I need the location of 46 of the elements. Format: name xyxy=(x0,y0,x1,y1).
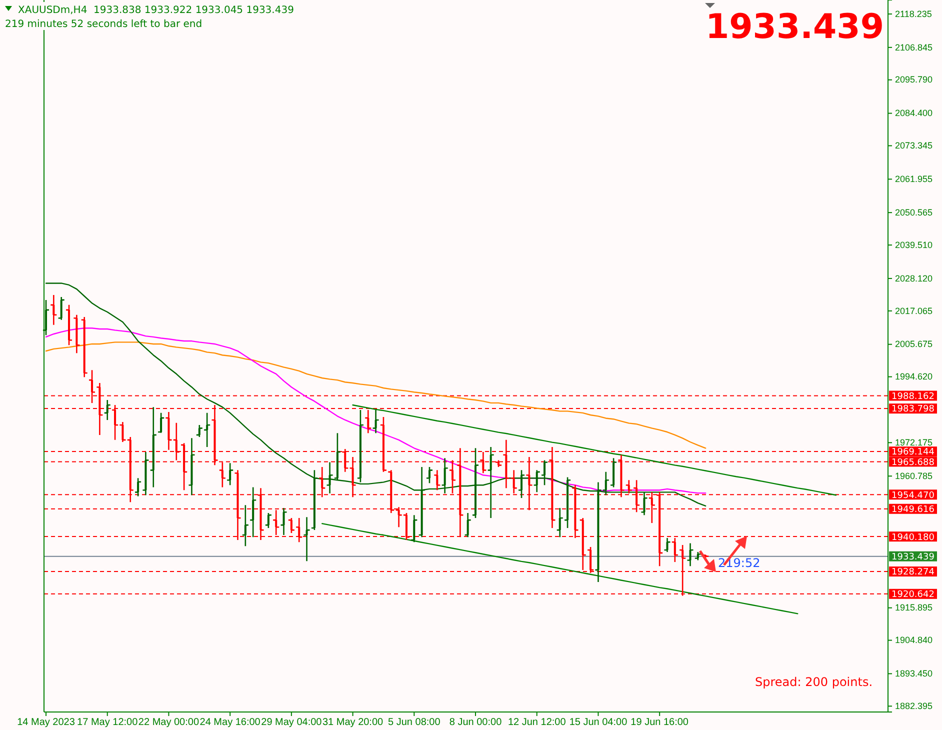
line-series xyxy=(352,404,837,496)
x-tick-label: 22 May 00:00 xyxy=(138,717,200,728)
x-tick-label: 14 May 2023 xyxy=(17,717,76,728)
y-tick-label: 1904.840 xyxy=(895,635,933,646)
y-tick-label: 2106.845 xyxy=(895,42,933,52)
ref-line-label: 1969.144 xyxy=(892,448,935,458)
annotation: Spread: 200 points. xyxy=(755,675,873,689)
x-tick-label: 19 Jun 16:00 xyxy=(630,717,689,728)
x-tick-label: 29 May 04:00 xyxy=(261,717,322,728)
text: 219 minutes 52 seconds left to bar end xyxy=(5,19,202,30)
text: XAUUSDm,H4 1933.838 1933.922 1933.045 1933.439 xyxy=(18,5,294,16)
y-tick-label: 2061.955 xyxy=(895,174,933,184)
x-tick-label: 31 May 20:00 xyxy=(322,717,384,728)
x-tick-label: 12 Jun 12:00 xyxy=(508,717,566,728)
ref-line-label: 1928.274 xyxy=(892,568,935,578)
ref-line-label: 1920.642 xyxy=(892,590,934,600)
y-tick-label: 1960.785 xyxy=(895,470,933,481)
y-tick-label: 2118.235 xyxy=(895,8,932,19)
ref-line-label: 1983.798 xyxy=(892,404,935,415)
x-tick-label: 8 Jun 00:00 xyxy=(449,717,502,728)
line-series xyxy=(45,342,706,449)
y-tick-label: 1915.895 xyxy=(895,602,933,613)
annotation: 219:52 xyxy=(718,556,760,570)
y-tick-label: 2028.120 xyxy=(895,273,933,284)
ref-line-label: 1954.470 xyxy=(892,490,935,501)
ref-line-label: 1933.439 xyxy=(892,552,935,563)
y-tick-label: 1994.620 xyxy=(895,372,933,382)
annotation: 1933.439 xyxy=(705,7,884,47)
y-tick-label: 2017.065 xyxy=(895,306,933,316)
y-tick-label: 2095.790 xyxy=(895,74,933,85)
y-tick-label: 2050.565 xyxy=(895,207,933,218)
y-tick-label: 1893.450 xyxy=(895,668,933,679)
x-tick-label: 15 Jun 04:00 xyxy=(569,717,628,728)
y-tick-label: 2073.345 xyxy=(895,140,933,151)
ref-line-label: 1965.688 xyxy=(892,458,935,468)
y-tick-label: 2084.400 xyxy=(895,108,933,118)
x-tick-label: 17 May 12:00 xyxy=(77,717,138,728)
x-tick-label: 24 May 16:00 xyxy=(200,717,261,728)
ref-line-label: 1940.180 xyxy=(892,532,935,543)
ref-line-label: 1949.616 xyxy=(892,505,935,516)
x-tick-label: 5 Jun 08:00 xyxy=(388,717,441,728)
y-tick-label: 2005.675 xyxy=(895,339,933,350)
y-tick-label: 1972.175 xyxy=(895,438,933,448)
y-tick-label: 2039.510 xyxy=(895,240,933,250)
ref-line-label: 1988.162 xyxy=(892,392,934,402)
y-tick-label: 1882.395 xyxy=(895,701,933,712)
